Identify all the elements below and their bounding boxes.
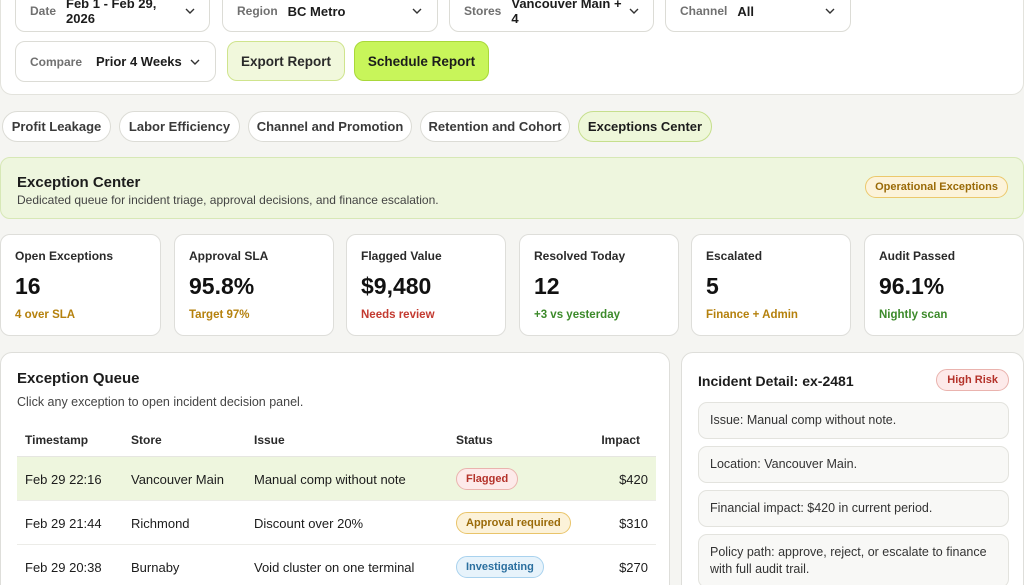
kpi-label: Escalated: [706, 249, 763, 263]
page-subtitle: Dedicated queue for incident triage, app…: [17, 193, 439, 207]
kpi-note: +3 vs yesterday: [534, 309, 620, 321]
kpi-value: 5: [706, 273, 719, 299]
column-header-status: Status: [456, 433, 493, 447]
chevron-down-icon: [628, 5, 639, 17]
table-row[interactable]: Feb 29 21:44 Richmond Discount over 20% …: [17, 501, 656, 545]
tab-exceptions-center[interactable]: Exceptions Center: [578, 111, 712, 142]
kpi-label: Flagged Value: [361, 249, 442, 263]
column-header-store: Store: [131, 433, 162, 447]
region-filter[interactable]: Region BC Metro: [222, 0, 438, 32]
risk-badge: High Risk: [936, 369, 1009, 391]
kpi-note: Nightly scan: [879, 309, 948, 321]
kpi-audit-passed: Audit Passed 96.1% Nightly scan: [864, 234, 1024, 336]
export-report-button[interactable]: Export Report: [227, 41, 345, 81]
exception-queue-panel: Exception Queue Click any exception to o…: [0, 352, 670, 585]
status-badge: Approval required: [456, 512, 571, 534]
kpi-note: Target 97%: [189, 309, 250, 321]
stores-filter-value: Vancouver Main + 4: [511, 0, 622, 26]
region-filter-label: Region: [237, 4, 278, 18]
kpi-note: Needs review: [361, 309, 435, 321]
kpi-value: 95.8%: [189, 273, 255, 299]
chevron-down-icon: [411, 5, 423, 17]
kpi-escalated: Escalated 5 Finance + Admin: [691, 234, 851, 336]
table-row[interactable]: Feb 29 20:38 Burnaby Void cluster on one…: [17, 545, 656, 585]
tab-retention-and-cohort[interactable]: Retention and Cohort: [420, 111, 570, 142]
row-timestamp: Feb 29 21:44: [25, 516, 102, 531]
exception-center-banner: Exception Center Dedicated queue for inc…: [0, 157, 1024, 219]
table-header: Timestamp Store Issue Status Impact: [17, 431, 656, 457]
operational-exceptions-badge: Operational Exceptions: [865, 176, 1008, 198]
channel-filter-label: Channel: [680, 4, 728, 18]
incident-detail-issue: Issue: Manual comp without note.: [698, 402, 1009, 439]
stores-filter[interactable]: Stores Vancouver Main + 4: [449, 0, 654, 32]
row-store: Richmond: [131, 516, 190, 531]
kpi-resolved-today: Resolved Today 12 +3 vs yesterday: [519, 234, 679, 336]
tab-labor-efficiency[interactable]: Labor Efficiency: [119, 111, 240, 142]
kpi-open-exceptions: Open Exceptions 16 4 over SLA: [0, 234, 161, 336]
date-filter[interactable]: Date Feb 1 - Feb 29, 2026: [15, 0, 210, 32]
incident-detail-location: Location: Vancouver Main.: [698, 446, 1009, 483]
date-filter-value: Feb 1 - Feb 29, 2026: [66, 0, 157, 26]
tab-channel-and-promotion[interactable]: Channel and Promotion: [248, 111, 412, 142]
chevron-down-icon: [824, 5, 836, 17]
table-row[interactable]: Feb 29 22:16 Vancouver Main Manual comp …: [17, 457, 656, 501]
row-impact: $420: [619, 472, 648, 487]
kpi-approval-sla: Approval SLA 95.8% Target 97%: [174, 234, 334, 336]
tab-profit-leakage[interactable]: Profit Leakage: [2, 111, 111, 142]
kpi-note: 4 over SLA: [15, 309, 76, 321]
region-filter-value: BC Metro: [287, 3, 346, 19]
chevron-down-icon: [184, 5, 195, 17]
compare-filter-value: Prior 4 Weeks: [96, 54, 182, 69]
page-title: Exception Center: [17, 174, 141, 191]
kpi-value: $9,480: [361, 273, 432, 299]
row-timestamp: Feb 29 20:38: [25, 560, 102, 575]
queue-subtitle: Click any exception to open incident dec…: [17, 395, 304, 409]
status-badge: Flagged: [456, 468, 519, 490]
kpi-label: Open Exceptions: [15, 249, 114, 263]
column-header-issue: Issue: [254, 433, 285, 447]
incident-title: Incident Detail: ex-2481: [698, 373, 854, 389]
channel-filter-value: All: [737, 3, 754, 19]
queue-title: Exception Queue: [17, 370, 140, 387]
kpi-value: 96.1%: [879, 273, 945, 299]
row-issue: Manual comp without note: [254, 472, 406, 487]
date-filter-label: Date: [30, 4, 57, 18]
kpi-value: 16: [15, 273, 41, 299]
kpi-label: Audit Passed: [879, 249, 956, 263]
column-header-timestamp: Timestamp: [25, 433, 89, 447]
row-impact: $270: [619, 560, 648, 575]
kpi-note: Finance + Admin: [706, 309, 798, 321]
incident-detail-impact: Financial impact: $420 in current period…: [698, 490, 1009, 527]
channel-filter[interactable]: Channel All: [665, 0, 851, 32]
kpi-flagged-value: Flagged Value $9,480 Needs review: [346, 234, 506, 336]
stores-filter-label: Stores: [464, 4, 502, 18]
kpi-label: Resolved Today: [534, 249, 626, 263]
row-store: Vancouver Main: [131, 472, 224, 487]
schedule-report-button[interactable]: Schedule Report: [354, 41, 489, 81]
column-header-impact: Impact: [601, 433, 640, 447]
status-badge: Investigating: [456, 556, 544, 578]
incident-detail-policy: Policy path: approve, reject, or escalat…: [698, 534, 1009, 585]
kpi-value: 12: [534, 273, 560, 299]
compare-filter[interactable]: Compare Prior 4 Weeks: [15, 41, 216, 82]
chevron-down-icon: [189, 56, 201, 68]
compare-filter-label: Compare: [30, 54, 83, 69]
row-impact: $310: [619, 516, 648, 531]
row-issue: Discount over 20%: [254, 516, 364, 531]
row-issue: Void cluster on one terminal: [254, 560, 415, 575]
incident-detail-panel: Incident Detail: ex-2481 High Risk Issue…: [681, 352, 1024, 585]
row-timestamp: Feb 29 22:16: [25, 472, 102, 487]
kpi-label: Approval SLA: [189, 249, 269, 263]
row-store: Burnaby: [131, 560, 180, 575]
